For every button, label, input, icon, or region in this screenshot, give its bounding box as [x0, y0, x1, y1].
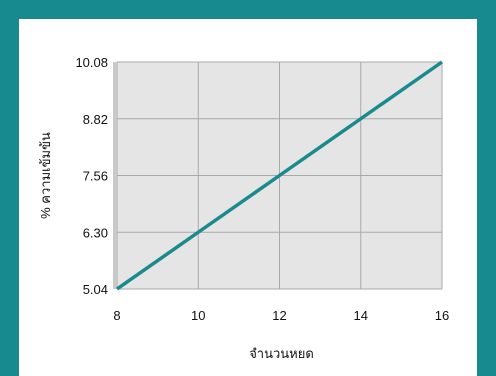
x-tick-label: 12 [272, 308, 286, 323]
x-tick-label: 14 [354, 308, 368, 323]
y-tick-label: 10.08 [75, 55, 108, 70]
chart-card: 5.04 6.30 7.56 8.82 10.08 8 10 12 14 16 จำนวนหยด… [19, 19, 477, 376]
series-line [115, 60, 444, 291]
y-axis-label: % ความเข้มข้น [38, 132, 53, 219]
x-tick-labels: 8 10 12 14 16 [113, 308, 449, 323]
y-tick-label: 6.30 [83, 225, 108, 240]
x-tick-label: 16 [435, 308, 449, 323]
line-chart: 5.04 6.30 7.56 8.82 10.08 8 10 12 14 16 จำนวนหยด… [38, 55, 449, 361]
y-tick-label: 8.82 [83, 112, 108, 127]
y-tick-label: 5.04 [83, 282, 108, 297]
x-tick-label: 10 [191, 308, 205, 323]
series-group [115, 60, 444, 291]
x-axis-label: จำนวนหยด [249, 346, 314, 361]
y-tick-labels: 5.04 6.30 7.56 8.82 10.08 [75, 55, 108, 297]
y-axis-bar [113, 62, 117, 289]
y-tick-label: 7.56 [83, 169, 108, 184]
x-tick-label: 8 [113, 308, 120, 323]
